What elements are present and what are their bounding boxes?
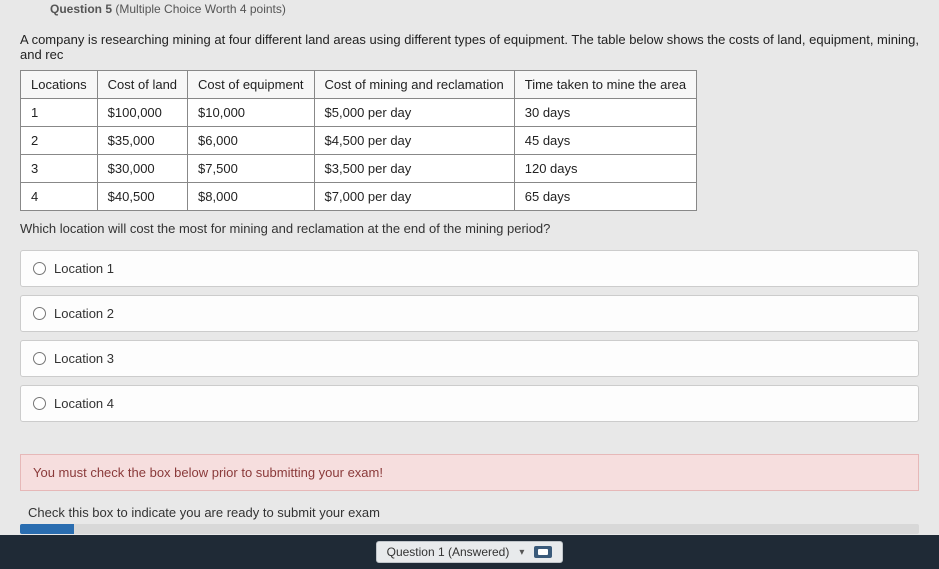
- cell-land: $40,500: [97, 183, 187, 211]
- cost-table: Locations Cost of land Cost of equipment…: [20, 70, 697, 211]
- cell-time: 120 days: [514, 155, 696, 183]
- choice-label: Location 3: [54, 351, 114, 366]
- chevron-down-icon: ▾: [519, 547, 524, 558]
- cell-time: 65 days: [514, 183, 696, 211]
- question-nav-pill[interactable]: Question 1 (Answered) ▾: [376, 541, 564, 563]
- cell-equip: $10,000: [188, 99, 315, 127]
- radio-location-2[interactable]: [33, 307, 46, 320]
- choice-list: Location 1 Location 2 Location 3 Locatio…: [20, 246, 919, 426]
- cell-land: $30,000: [97, 155, 187, 183]
- cell-mining: $7,000 per day: [314, 183, 514, 211]
- choice-location-1[interactable]: Location 1: [20, 250, 919, 287]
- question-page: Question 5 (Multiple Choice Worth 4 poin…: [0, 0, 939, 534]
- cell-land: $100,000: [97, 99, 187, 127]
- cell-land: $35,000: [97, 127, 187, 155]
- question-number: Question 5: [50, 2, 112, 16]
- cell-mining: $3,500 per day: [314, 155, 514, 183]
- question-followup: Which location will cost the most for mi…: [20, 221, 919, 236]
- table-row: 3 $30,000 $7,500 $3,500 per day 120 days: [21, 155, 697, 183]
- cell-location: 1: [21, 99, 98, 127]
- th-time: Time taken to mine the area: [514, 71, 696, 99]
- ready-check-label: Check this box to indicate you are ready…: [28, 505, 380, 520]
- cell-location: 2: [21, 127, 98, 155]
- cell-mining: $4,500 per day: [314, 127, 514, 155]
- radio-location-4[interactable]: [33, 397, 46, 410]
- choice-location-2[interactable]: Location 2: [20, 295, 919, 332]
- question-nav-label: Question 1 (Answered): [387, 545, 510, 559]
- th-cost-land: Cost of land: [97, 71, 187, 99]
- ready-check-row: Check this box to indicate you are ready…: [20, 499, 919, 524]
- table-row: 1 $100,000 $10,000 $5,000 per day 30 day…: [21, 99, 697, 127]
- cell-equip: $7,500: [188, 155, 315, 183]
- progress-bar-fill: [20, 524, 74, 534]
- th-cost-equipment: Cost of equipment: [188, 71, 315, 99]
- question-stem: A company is researching mining at four …: [20, 32, 919, 62]
- cell-time: 45 days: [514, 127, 696, 155]
- th-cost-mining: Cost of mining and reclamation: [314, 71, 514, 99]
- radio-location-1[interactable]: [33, 262, 46, 275]
- cell-mining: $5,000 per day: [314, 99, 514, 127]
- table-header-row: Locations Cost of land Cost of equipment…: [21, 71, 697, 99]
- cell-location: 4: [21, 183, 98, 211]
- choice-location-3[interactable]: Location 3: [20, 340, 919, 377]
- choice-location-4[interactable]: Location 4: [20, 385, 919, 422]
- question-header: Question 5 (Multiple Choice Worth 4 poin…: [20, 0, 919, 26]
- radio-location-3[interactable]: [33, 352, 46, 365]
- table-row: 4 $40,500 $8,000 $7,000 per day 65 days: [21, 183, 697, 211]
- th-locations: Locations: [21, 71, 98, 99]
- cell-equip: $8,000: [188, 183, 315, 211]
- cell-location: 3: [21, 155, 98, 183]
- table-row: 2 $35,000 $6,000 $4,500 per day 45 days: [21, 127, 697, 155]
- window-icon: [534, 546, 552, 558]
- choice-label: Location 1: [54, 261, 114, 276]
- taskbar: Question 1 (Answered) ▾: [0, 535, 939, 569]
- cell-equip: $6,000: [188, 127, 315, 155]
- choice-label: Location 4: [54, 396, 114, 411]
- question-meta: (Multiple Choice Worth 4 points): [115, 2, 286, 16]
- cell-time: 30 days: [514, 99, 696, 127]
- progress-bar-track: [20, 524, 919, 534]
- submit-warning: You must check the box below prior to su…: [20, 454, 919, 491]
- choice-label: Location 2: [54, 306, 114, 321]
